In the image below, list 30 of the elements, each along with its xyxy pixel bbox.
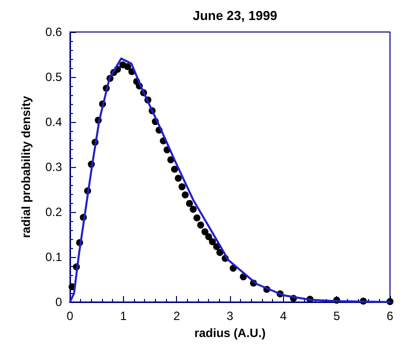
y-axis-title: radial probability density <box>19 96 33 238</box>
x-tick-label: 1 <box>120 309 127 323</box>
x-tick-label: 6 <box>386 309 394 323</box>
x-tick-label: 5 <box>333 309 340 323</box>
chart-title: June 23, 1999 <box>192 8 278 23</box>
y-tick-label: 0.3 <box>45 160 62 174</box>
point <box>182 191 189 198</box>
point <box>216 249 224 256</box>
y-tick-label: 0.6 <box>45 25 62 39</box>
x-tick-label: 4 <box>280 309 287 323</box>
point <box>186 200 193 207</box>
point <box>197 222 204 229</box>
point <box>201 228 208 236</box>
y-tick-label: 0.4 <box>45 115 62 129</box>
point <box>190 206 197 213</box>
point <box>193 214 200 222</box>
x-axis-title: radius (A.U.) <box>194 326 266 340</box>
y-tick-label: 0.5 <box>45 70 62 84</box>
point <box>174 174 182 182</box>
point <box>205 233 212 240</box>
y-tick-label: 0 <box>55 295 62 309</box>
x-tick-label: 0 <box>66 309 74 323</box>
y-tick-label: 0.2 <box>45 205 62 219</box>
point <box>171 166 178 173</box>
point <box>178 183 186 190</box>
point <box>124 63 132 70</box>
x-tick-label: 2 <box>173 309 180 323</box>
x-tick-label: 3 <box>226 309 234 323</box>
y-tick-label: 0.1 <box>45 250 62 264</box>
point <box>208 238 216 246</box>
